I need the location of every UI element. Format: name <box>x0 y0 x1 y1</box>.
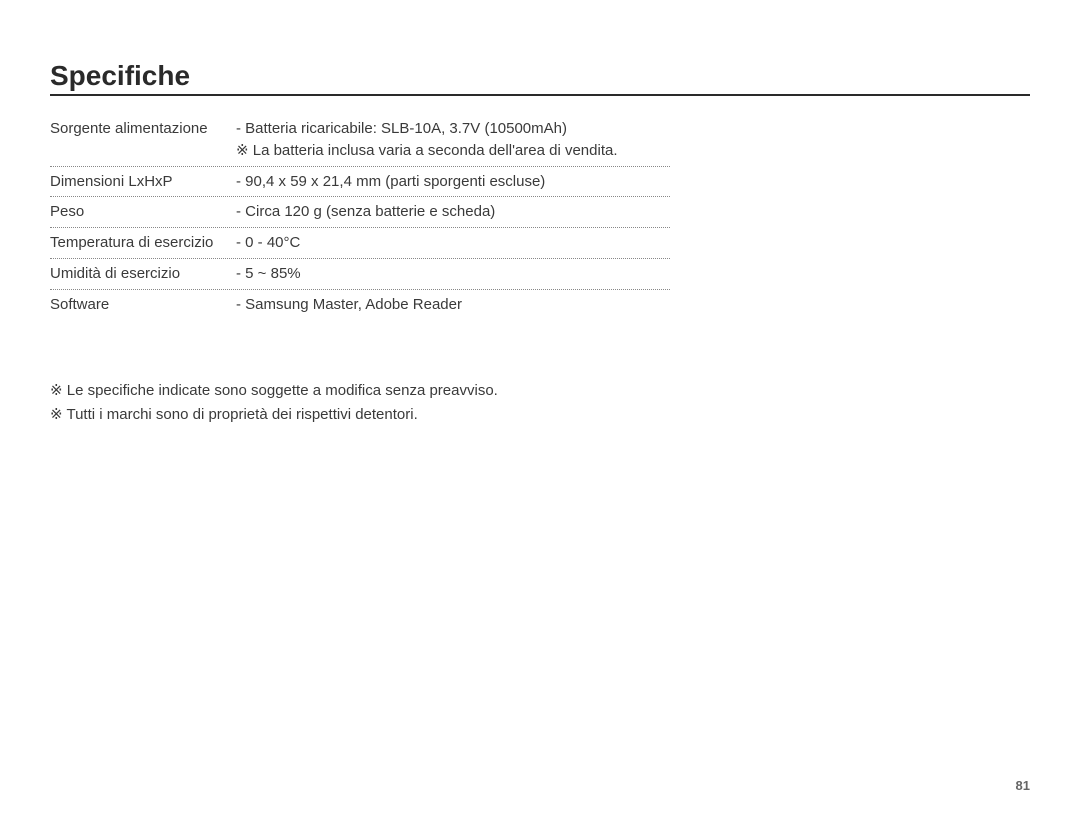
spec-row: Dimensioni LxHxP - 90,4 x 59 x 21,4 mm (… <box>50 167 670 198</box>
page: Specifiche Sorgente alimentazione - Batt… <box>0 0 1080 815</box>
spec-label: Temperatura di esercizio <box>50 232 236 254</box>
spec-value: - Circa 120 g (senza batterie e scheda) <box>236 201 670 223</box>
spec-row: Peso - Circa 120 g (senza batterie e sch… <box>50 197 670 228</box>
spec-value: - Batteria ricaricabile: SLB-10A, 3.7V (… <box>236 118 670 162</box>
spec-value-line: - 5 ~ 85% <box>236 263 670 285</box>
spec-label: Dimensioni LxHxP <box>50 171 236 193</box>
spec-value: - 5 ~ 85% <box>236 263 670 285</box>
spec-label: Sorgente alimentazione <box>50 118 236 140</box>
spec-row: Umidità di esercizio - 5 ~ 85% <box>50 259 670 290</box>
spec-value-line: - Batteria ricaricabile: SLB-10A, 3.7V (… <box>236 118 670 140</box>
spec-table: Sorgente alimentazione - Batteria ricari… <box>50 114 670 319</box>
spec-value: - 90,4 x 59 x 21,4 mm (parti sporgenti e… <box>236 171 670 193</box>
spec-label: Umidità di esercizio <box>50 263 236 285</box>
spec-label: Software <box>50 294 236 316</box>
spec-value: - 0 - 40°C <box>236 232 670 254</box>
spec-row: Software - Samsung Master, Adobe Reader <box>50 290 670 320</box>
spec-row: Sorgente alimentazione - Batteria ricari… <box>50 114 670 167</box>
spec-value-line: - 90,4 x 59 x 21,4 mm (parti sporgenti e… <box>236 171 670 193</box>
note-line: ※ Le specifiche indicate sono soggette a… <box>50 379 1030 402</box>
note-line: ※ Tutti i marchi sono di proprietà dei r… <box>50 403 1030 426</box>
notes: ※ Le specifiche indicate sono soggette a… <box>50 379 1030 426</box>
spec-label: Peso <box>50 201 236 223</box>
spec-row: Temperatura di esercizio - 0 - 40°C <box>50 228 670 259</box>
spec-value-line: ※ La batteria inclusa varia a seconda de… <box>236 140 670 162</box>
page-number: 81 <box>1016 778 1030 793</box>
spec-value: - Samsung Master, Adobe Reader <box>236 294 670 316</box>
spec-value-line: - 0 - 40°C <box>236 232 670 254</box>
page-title: Specifiche <box>50 60 1030 96</box>
spec-value-line: - Circa 120 g (senza batterie e scheda) <box>236 201 670 223</box>
spec-value-line: - Samsung Master, Adobe Reader <box>236 294 670 316</box>
